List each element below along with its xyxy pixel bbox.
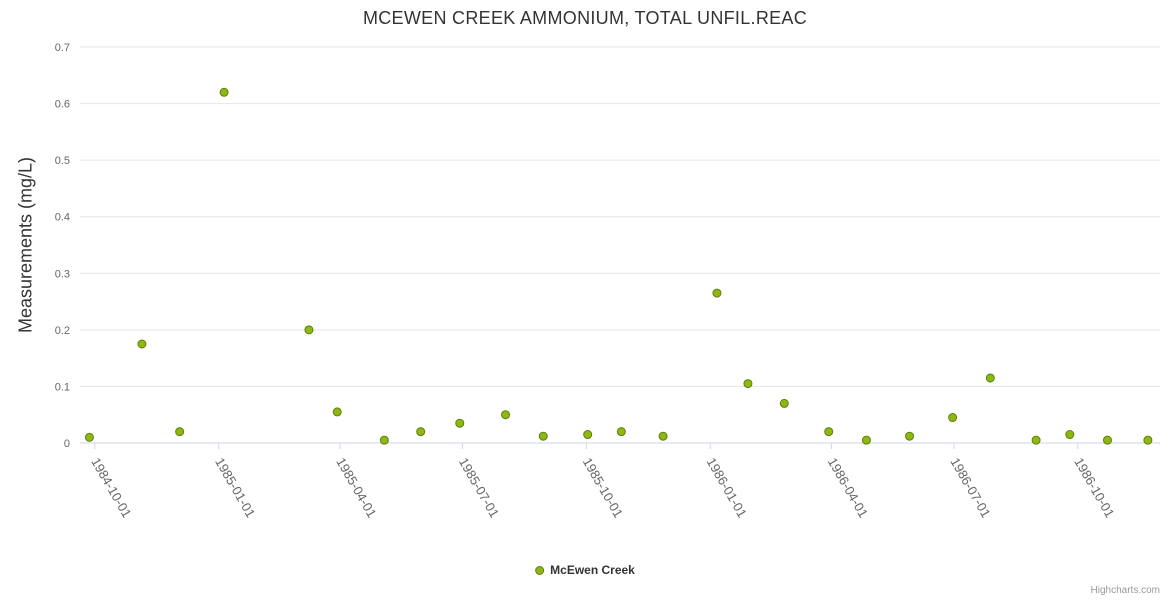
x-axis-tick-label: 1986-04-01 xyxy=(825,455,871,520)
data-point[interactable] xyxy=(658,431,668,441)
data-point[interactable] xyxy=(137,339,147,349)
data-point[interactable] xyxy=(779,398,789,408)
data-point[interactable] xyxy=(824,427,834,437)
data-point[interactable] xyxy=(948,413,958,423)
x-axis-tick-label: 1984-10-01 xyxy=(88,455,134,520)
y-axis-tick-label: 0.5 xyxy=(55,155,70,167)
x-axis-tick-label: 1986-01-01 xyxy=(704,455,750,520)
x-axis-tick-label: 1985-04-01 xyxy=(333,455,379,520)
data-point[interactable] xyxy=(985,373,995,383)
y-axis-tick-label: 0.6 xyxy=(55,99,70,111)
data-point[interactable] xyxy=(379,435,389,445)
data-point[interactable] xyxy=(455,418,465,428)
data-point[interactable] xyxy=(538,431,548,441)
data-point[interactable] xyxy=(616,427,626,437)
data-point[interactable] xyxy=(501,410,511,420)
data-point[interactable] xyxy=(175,427,185,437)
legend-marker-icon xyxy=(535,565,545,575)
data-point[interactable] xyxy=(84,432,94,442)
x-axis-tick-label: 1985-01-01 xyxy=(212,455,258,520)
data-point[interactable] xyxy=(332,407,342,417)
legend-label: McEwen Creek xyxy=(550,563,635,577)
highcharts-credit-link[interactable]: Highcharts.com xyxy=(1090,585,1160,596)
x-axis-tick-label: 1986-10-01 xyxy=(1071,455,1117,520)
chart-title: MCEWEN CREEK AMMONIUM, TOTAL UNFIL.REAC xyxy=(362,8,808,28)
data-point[interactable] xyxy=(304,325,314,335)
data-point[interactable] xyxy=(583,430,593,440)
data-point[interactable] xyxy=(1031,435,1041,445)
data-point[interactable] xyxy=(1102,435,1112,445)
data-point[interactable] xyxy=(1143,435,1153,445)
y-axis-tick-label: 0.3 xyxy=(55,268,70,280)
data-point[interactable] xyxy=(1065,430,1075,440)
y-axis-tick-label: 0.1 xyxy=(55,381,70,393)
data-point[interactable] xyxy=(416,427,426,437)
legend-item-mcewen-creek[interactable]: McEwen Creek xyxy=(535,563,635,577)
data-point[interactable] xyxy=(743,379,753,389)
y-axis-tick-label: 0.4 xyxy=(55,212,70,224)
x-axis-tick-label: 1985-10-01 xyxy=(580,455,626,520)
data-point[interactable] xyxy=(905,431,915,441)
x-axis-tick-label: 1985-07-01 xyxy=(456,455,502,520)
y-axis-tick-label: 0.2 xyxy=(55,325,70,337)
x-axis-tick-label: 1986-07-01 xyxy=(947,455,993,520)
data-point[interactable] xyxy=(219,87,229,97)
y-axis-tick-label: 0 xyxy=(64,438,70,450)
data-point[interactable] xyxy=(712,288,722,298)
data-point[interactable] xyxy=(861,435,871,445)
y-axis-tick-label: 0.7 xyxy=(55,42,70,54)
